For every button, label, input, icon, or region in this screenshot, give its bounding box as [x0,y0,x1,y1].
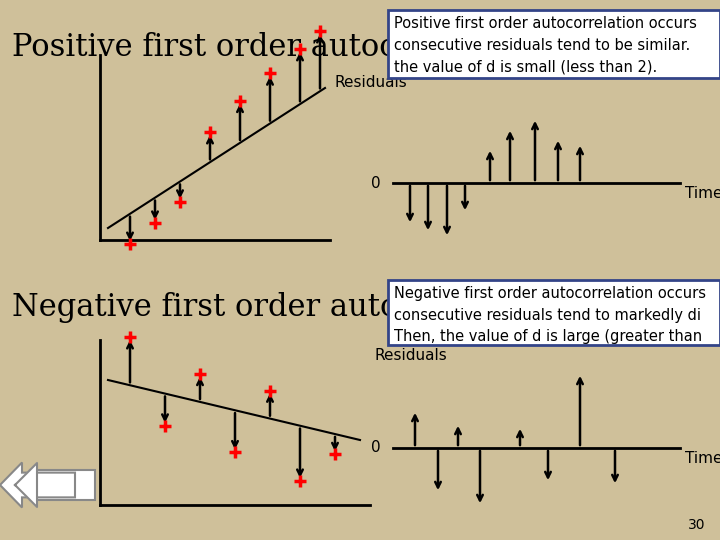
Bar [30,470,95,500]
Bar [388,280,720,345]
FancyArrow shape [0,462,75,508]
Text: Time: Time [685,186,720,201]
Text: 30: 30 [688,518,705,532]
Text: Positive first order autocorrelation: Positive first order autocorrelation [12,32,550,63]
Polygon shape [15,463,37,507]
Text: Residuals: Residuals [375,348,448,363]
Text: Positive first order autocorrelation occurs
consecutive residuals tend to be sim: Positive first order autocorrelation occ… [394,16,697,74]
Text: 0: 0 [372,441,381,456]
Text: Negative first order autocorrelation occurs
consecutive residuals tend to marked: Negative first order autocorrelation occ… [394,286,706,344]
Text: Negative first order autocorrelation: Negative first order autocorrelation [12,292,569,323]
Text: 0: 0 [372,176,381,191]
Text: Time: Time [685,451,720,466]
Bar [388,10,720,78]
Text: Residuals: Residuals [335,75,408,90]
